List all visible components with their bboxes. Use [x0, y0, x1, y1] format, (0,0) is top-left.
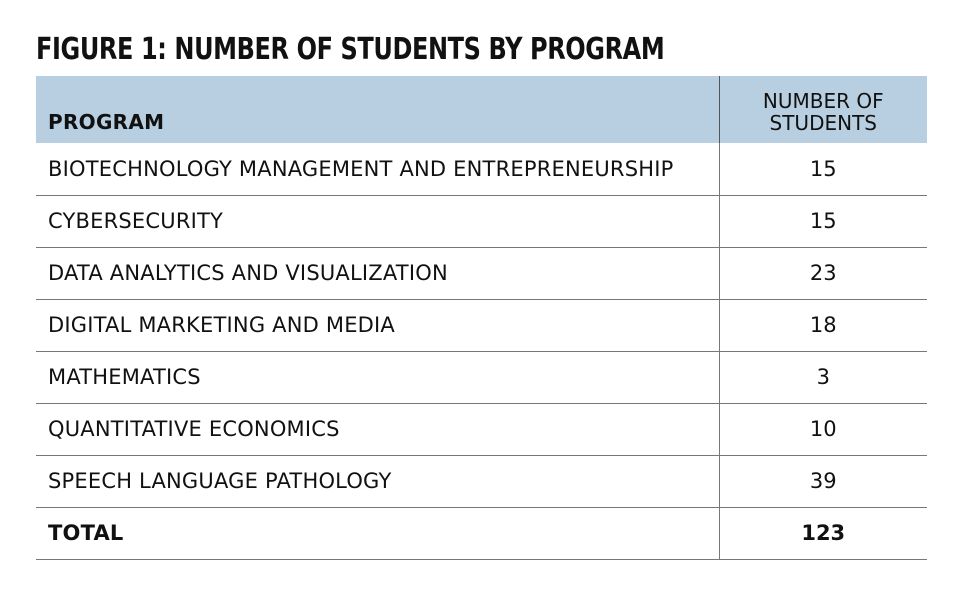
program-cell: DATA ANALYTICS AND VISUALIZATION [36, 247, 719, 300]
column-header-line-2: STUDENTS [769, 110, 877, 135]
table-header: PROGRAM NUMBER OF STUDENTS [36, 76, 927, 143]
student-count-cell: 15 [718, 195, 927, 248]
header-row: PROGRAM NUMBER OF STUDENTS [36, 76, 927, 143]
student-count-cell: 18 [718, 299, 927, 352]
table-row: BIOTECHNOLOGY MANAGEMENT AND ENTREPRENEU… [36, 143, 927, 196]
student-count-cell: 39 [718, 455, 927, 508]
student-count-cell: 15 [718, 143, 927, 196]
program-cell: MATHEMATICS [36, 351, 719, 404]
program-cell: DIGITAL MARKETING AND MEDIA [36, 299, 719, 352]
student-count-cell: 10 [718, 403, 927, 456]
table-row: MATHEMATICS 3 [36, 351, 927, 404]
column-header-program: PROGRAM [36, 76, 719, 143]
total-row: TOTAL 123 [36, 507, 927, 560]
figure-title: FIGURE 1: NUMBER OF STUDENTS BY PROGRAM [36, 32, 665, 67]
students-by-program-table: PROGRAM NUMBER OF STUDENTS BIOTECHNOLOGY… [36, 76, 927, 560]
program-cell: QUANTITATIVE ECONOMICS [36, 403, 719, 456]
total-count: 123 [718, 507, 927, 560]
student-count-cell: 3 [718, 351, 927, 404]
total-label: TOTAL [36, 507, 719, 560]
table-row: CYBERSECURITY 15 [36, 195, 927, 248]
table-body: BIOTECHNOLOGY MANAGEMENT AND ENTREPRENEU… [36, 143, 927, 560]
student-count-cell: 23 [718, 247, 927, 300]
table-row: DATA ANALYTICS AND VISUALIZATION 23 [36, 247, 927, 300]
program-cell: BIOTECHNOLOGY MANAGEMENT AND ENTREPRENEU… [36, 143, 719, 196]
table-row: DIGITAL MARKETING AND MEDIA 18 [36, 299, 927, 352]
table-row: QUANTITATIVE ECONOMICS 10 [36, 403, 927, 456]
program-cell: CYBERSECURITY [36, 195, 719, 248]
program-cell: SPEECH LANGUAGE PATHOLOGY [36, 455, 719, 508]
column-header-line-1: NUMBER OF [762, 88, 884, 113]
column-header-number-of-students: NUMBER OF STUDENTS [718, 76, 927, 143]
table-row: SPEECH LANGUAGE PATHOLOGY 39 [36, 455, 927, 508]
